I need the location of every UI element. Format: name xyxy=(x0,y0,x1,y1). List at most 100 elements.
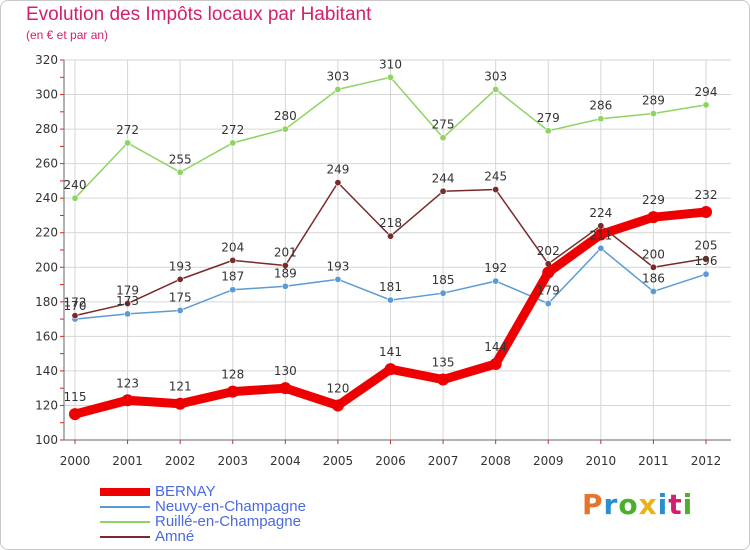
x-tick-label: 2001 xyxy=(112,454,143,468)
x-tick-label: 2012 xyxy=(691,454,722,468)
data-label-bernay: 115 xyxy=(64,390,87,404)
data-label-neuvy: 181 xyxy=(379,280,402,294)
data-point-neuvy xyxy=(334,275,342,283)
data-point-ruille xyxy=(334,85,342,93)
x-tick-label: 2006 xyxy=(375,454,406,468)
data-point-bernay xyxy=(700,206,712,218)
data-point-amne xyxy=(386,232,394,240)
data-label-ruille: 303 xyxy=(326,69,349,83)
data-label-ruille: 310 xyxy=(379,57,402,71)
data-label-ruille: 280 xyxy=(274,109,297,123)
data-point-ruille xyxy=(71,194,79,202)
data-label-bernay: 128 xyxy=(221,368,244,382)
data-label-ruille: 240 xyxy=(64,178,87,192)
data-label-bernay: 121 xyxy=(169,380,192,394)
legend-label-amne: Amné xyxy=(155,528,195,545)
x-tick-label: 2004 xyxy=(270,454,301,468)
data-label-amne: 244 xyxy=(432,171,455,185)
data-label-ruille: 275 xyxy=(432,118,455,132)
x-tick-label: 2010 xyxy=(586,454,617,468)
data-label-bernay: 120 xyxy=(326,381,349,395)
y-tick-label: 120 xyxy=(35,398,58,412)
y-tick-label: 200 xyxy=(35,260,58,274)
data-label-neuvy: 175 xyxy=(169,290,192,304)
data-label-neuvy: 173 xyxy=(116,294,139,308)
legend-swatch-bernay xyxy=(100,488,150,496)
data-label-bernay: 123 xyxy=(116,376,139,390)
data-label-bernay: 130 xyxy=(274,364,297,378)
data-label-amne: 201 xyxy=(274,246,297,260)
data-label-bernay: 144 xyxy=(484,340,507,354)
data-label-amne: 224 xyxy=(589,206,612,220)
data-point-amne xyxy=(281,262,289,270)
x-tick-label: 2005 xyxy=(323,454,354,468)
data-label-neuvy: 196 xyxy=(695,254,718,268)
y-tick-label: 300 xyxy=(35,88,58,102)
data-label-ruille: 255 xyxy=(169,152,192,166)
data-point-bernay xyxy=(384,363,397,376)
data-label-bernay: 232 xyxy=(695,188,718,202)
data-label-bernay: 141 xyxy=(379,345,402,359)
x-tick-label: 2009 xyxy=(533,454,564,468)
data-point-bernay xyxy=(489,358,502,370)
logo-letter: i xyxy=(682,488,694,521)
logo-letter: o xyxy=(618,488,639,521)
logo-letter: r xyxy=(603,488,619,521)
data-point-amne xyxy=(439,187,447,195)
data-label-amne: 204 xyxy=(221,240,244,254)
data-label-bernay: 135 xyxy=(432,356,455,370)
data-point-ruille xyxy=(439,134,447,142)
data-point-ruille xyxy=(176,168,184,176)
data-point-amne xyxy=(702,255,710,263)
data-label-amne: 193 xyxy=(169,259,192,273)
y-tick-label: 240 xyxy=(35,191,58,205)
data-label-neuvy: 179 xyxy=(537,284,560,298)
data-point-neuvy xyxy=(176,306,184,314)
x-tick-label: 2000 xyxy=(60,454,91,468)
data-label-amne: 205 xyxy=(695,239,718,253)
data-label-amne: 200 xyxy=(642,247,665,261)
data-label-neuvy: 211 xyxy=(589,228,612,242)
data-point-ruille xyxy=(649,110,657,118)
data-point-neuvy xyxy=(597,244,605,252)
y-tick-label: 160 xyxy=(35,329,58,343)
legend-label-neuvy: Neuvy-en-Champagne xyxy=(155,498,306,515)
data-point-amne xyxy=(124,300,132,308)
logo-letter: t xyxy=(668,488,683,521)
legend-swatch-neuvy xyxy=(100,506,150,508)
data-label-ruille: 272 xyxy=(116,123,139,137)
data-point-ruille xyxy=(492,85,500,93)
logo-letter: i xyxy=(657,488,669,521)
data-point-ruille xyxy=(229,139,237,147)
x-tick-label: 2003 xyxy=(217,454,248,468)
x-tick-label: 2002 xyxy=(165,454,196,468)
data-point-neuvy xyxy=(229,286,237,294)
data-point-bernay xyxy=(279,382,292,395)
data-point-amne xyxy=(649,263,657,271)
data-point-neuvy xyxy=(439,289,447,297)
data-label-ruille: 286 xyxy=(589,99,612,113)
data-label-amne: 172 xyxy=(64,296,87,310)
y-tick-label: 260 xyxy=(35,157,58,171)
data-label-neuvy: 189 xyxy=(274,266,297,280)
data-point-bernay xyxy=(331,399,344,412)
data-point-bernay xyxy=(594,228,607,241)
data-point-amne xyxy=(334,179,342,187)
data-label-ruille: 279 xyxy=(537,111,560,125)
data-point-neuvy xyxy=(544,300,552,308)
data-label-neuvy: 192 xyxy=(484,261,507,275)
data-point-bernay xyxy=(174,397,187,410)
data-point-neuvy xyxy=(124,310,132,318)
y-tick-label: 220 xyxy=(35,226,58,240)
data-label-neuvy: 170 xyxy=(64,299,87,313)
y-tick-label: 140 xyxy=(35,364,58,378)
data-label-ruille: 272 xyxy=(221,123,244,137)
data-point-ruille xyxy=(597,115,605,123)
x-tick-label: 2011 xyxy=(638,454,669,468)
data-point-neuvy xyxy=(649,287,657,295)
chart-subtitle: (en € et par an) xyxy=(26,28,109,42)
data-point-ruille xyxy=(702,101,710,109)
logo-letter: x xyxy=(638,488,658,521)
x-tick-label: 2008 xyxy=(480,454,511,468)
x-tick-label: 2007 xyxy=(428,454,459,468)
